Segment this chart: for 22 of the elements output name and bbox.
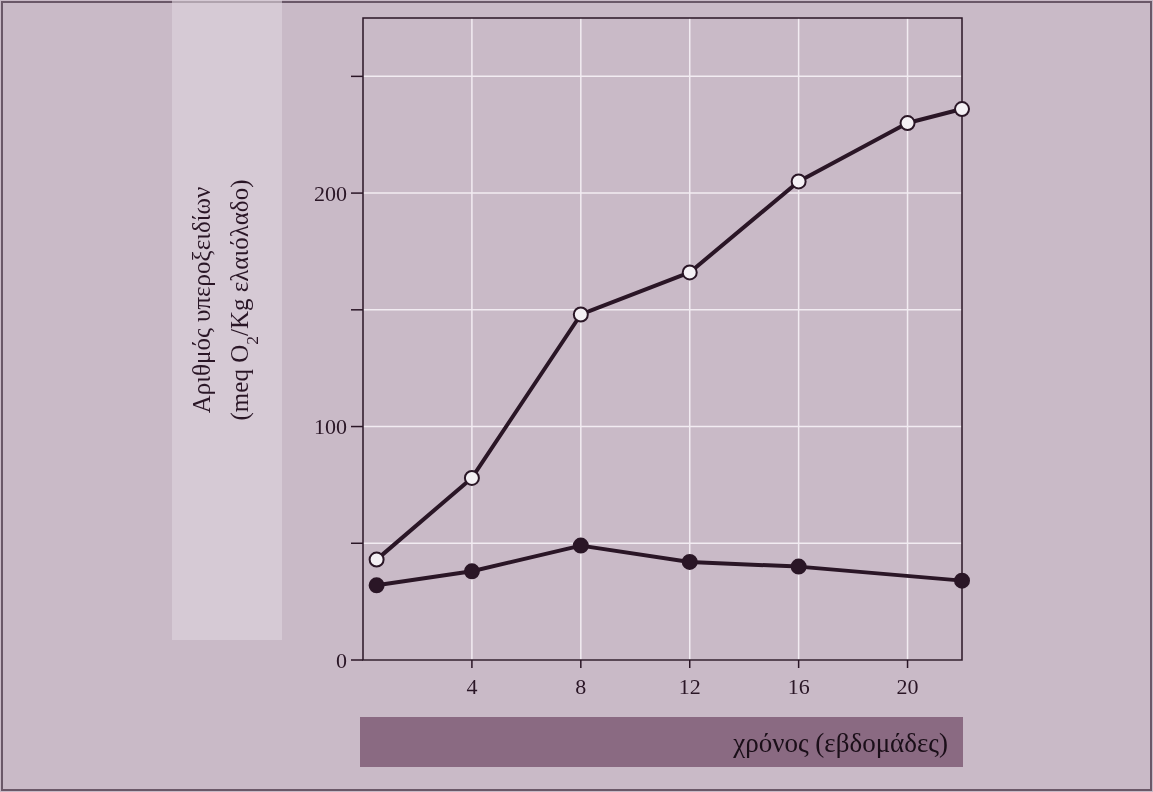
point — [954, 572, 970, 589]
point — [681, 553, 698, 570]
point — [899, 115, 916, 132]
point — [463, 563, 480, 580]
x-tick-label: 12 — [678, 674, 701, 699]
point — [463, 469, 480, 486]
y-tick-label: 100 — [314, 414, 347, 440]
y-tick-label: 0 — [336, 647, 347, 673]
point — [368, 577, 385, 594]
x-tick-label: 4 — [466, 674, 478, 699]
x-tick-label: 20 — [896, 674, 919, 699]
x-tick-label: 16 — [787, 674, 810, 699]
point — [681, 264, 698, 281]
point — [954, 101, 970, 118]
point — [572, 537, 589, 554]
y-tick-label: 200 — [314, 180, 347, 206]
point — [790, 558, 807, 575]
point — [572, 306, 589, 323]
x-tick-label: 8 — [575, 674, 587, 699]
point — [790, 173, 807, 190]
point — [368, 551, 385, 568]
x-axis-title: χρόνος (εβδομάδες) — [732, 728, 948, 758]
